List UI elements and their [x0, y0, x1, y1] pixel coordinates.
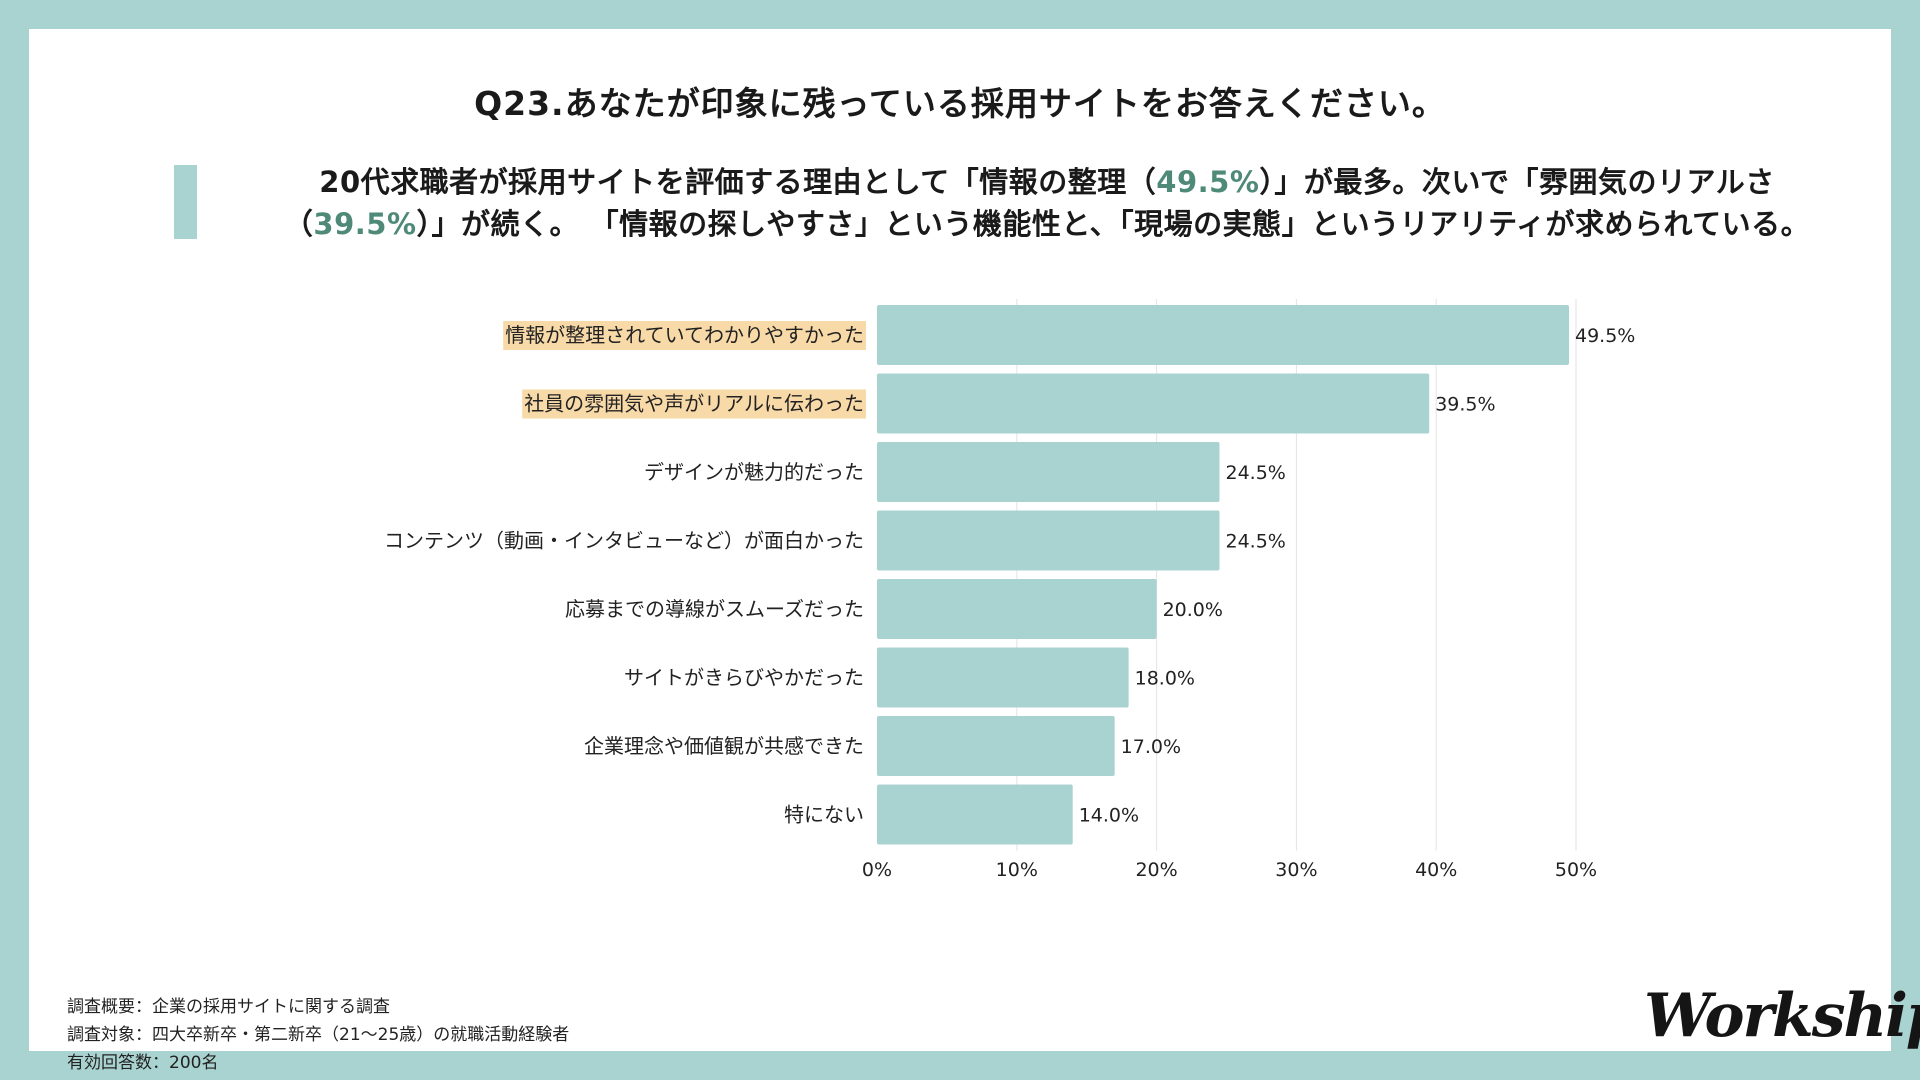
- x-tick-label-20: 20%: [1135, 859, 1177, 881]
- footnote: 調査概要：企業の採用サイトに関する調査 調査対象：四大卒新卒・第二新卒（21〜2…: [67, 993, 569, 1077]
- summary-line1-b: ）」が最多。次いで「雰囲気のリアルさ: [1259, 165, 1775, 199]
- summary-line-2: （39.5%）」が続く。 「情報の探しやすさ」という機能性と、「現場の実態」とい…: [227, 203, 1867, 245]
- value-label-5: 20.0%: [1163, 599, 1223, 621]
- footnote-line-3: 有効回答数：200名: [67, 1053, 219, 1073]
- bar-3: [877, 442, 1220, 502]
- summary-line-1: 20代求職者が採用サイトを評価する理由として「情報の整理（49.5%）」が最多。…: [227, 161, 1867, 203]
- category-label-3: デザインが魅力的だった: [644, 460, 864, 484]
- bar-chart: 情報が整理されていてわかりやすかった 49.5% 社員の雰囲気や声がリアルに伝わった…: [384, 299, 1635, 881]
- workship-logo: Workship: [1644, 981, 1920, 1051]
- bar-1: [877, 305, 1570, 365]
- summary-text: 20代求職者が採用サイトを評価する理由として「情報の整理（49.5%）」が最多。…: [227, 161, 1867, 245]
- x-tick-label-40: 40%: [1415, 859, 1457, 881]
- bar-6: [877, 647, 1129, 708]
- category-highlight-1: [503, 321, 866, 350]
- category-label-8: 特にない: [784, 803, 864, 827]
- bar-8: [877, 784, 1073, 845]
- x-tick-label-0: 0%: [862, 859, 892, 881]
- value-label-8: 14.0%: [1079, 805, 1139, 827]
- value-label-4: 24.5%: [1226, 531, 1286, 553]
- bar-4: [877, 510, 1220, 571]
- category-label-4: コンテンツ（動画・インタビューなど）が面白かった: [384, 529, 864, 553]
- summary-line1-a: 20代求職者が採用サイトを評価する理由として「情報の整理（: [319, 165, 1157, 199]
- x-tick-label-30: 30%: [1275, 859, 1317, 881]
- footnote-line-2: 調査対象：四大卒新卒・第二新卒（21〜25歳）の就職活動経験者: [67, 1025, 570, 1045]
- category-label-5: 応募までの導線がスムーズだった: [565, 597, 864, 621]
- bar-5: [877, 579, 1157, 639]
- value-label-1: 49.5%: [1575, 325, 1635, 347]
- x-tick-label-10: 10%: [996, 859, 1038, 881]
- category-label-6: サイトがきらびやかだった: [624, 666, 864, 690]
- category-label-2: 社員の雰囲気や声がリアルに伝わった: [524, 392, 864, 416]
- bar-7: [877, 716, 1115, 776]
- page-title: Q23.あなたが印象に残っている採用サイトをお答えください。: [474, 84, 1446, 123]
- category-highlight-2: [522, 389, 866, 419]
- category-label-1: 情報が整理されていてわかりやすかった: [505, 323, 864, 347]
- summary-accent-bar: [174, 165, 197, 239]
- category-label-7: 企業理念や価値観が共感できた: [584, 734, 864, 758]
- summary-line2-a: （: [283, 207, 314, 241]
- value-label-2: 39.5%: [1435, 394, 1495, 416]
- value-label-7: 17.0%: [1121, 736, 1181, 758]
- bar-2: [877, 373, 1430, 434]
- x-tick-label-50: 50%: [1555, 859, 1597, 881]
- card: Q23.あなたが印象に残っている採用サイトをお答えください。 20代求職者が採用…: [29, 29, 1920, 1073]
- footnote-line-1: 調査概要：企業の採用サイトに関する調査: [67, 997, 390, 1017]
- value-label-3: 24.5%: [1226, 462, 1286, 484]
- summary-line2-highlight: 39.5%: [313, 207, 417, 241]
- summary-line2-b: ）」が続く。 「情報の探しやすさ」という機能性と、「現場の実態」というリアリティ…: [416, 207, 1811, 241]
- summary-line1-highlight: 49.5%: [1156, 165, 1260, 199]
- value-label-6: 18.0%: [1135, 668, 1195, 690]
